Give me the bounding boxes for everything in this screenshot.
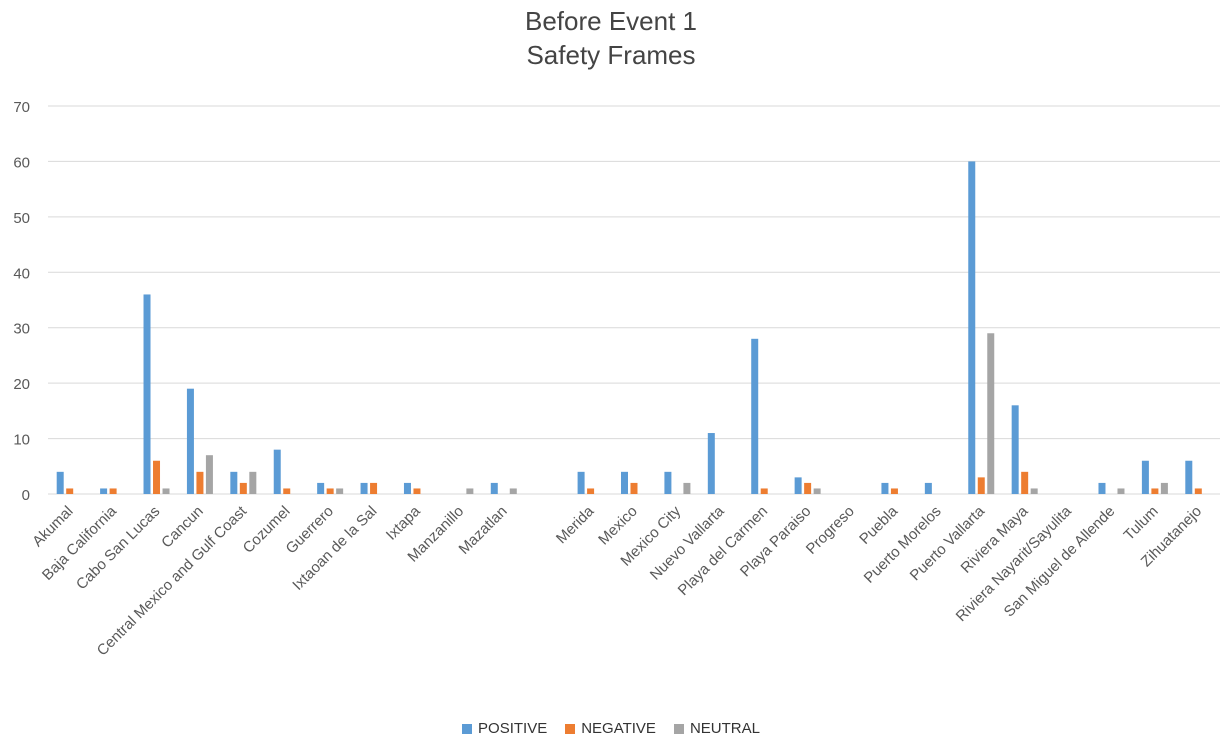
bars xyxy=(56,161,1202,494)
bar-negative xyxy=(977,477,985,494)
bar-positive xyxy=(186,388,194,494)
bar-neutral xyxy=(205,455,213,494)
legend-label-positive: POSITIVE xyxy=(478,720,548,737)
legend-item-negative: NEGATIVE xyxy=(565,720,656,737)
bar-negative xyxy=(66,488,74,494)
x-tick-label: Puerto Morelos xyxy=(861,503,945,587)
bar-negative xyxy=(760,488,768,494)
legend-label-neutral: NEUTRAL xyxy=(689,720,760,737)
bar-negative xyxy=(326,488,334,494)
bar-negative xyxy=(370,482,378,494)
bar-positive xyxy=(881,482,889,494)
bar-positive xyxy=(968,161,976,494)
y-tick-label: 40 xyxy=(13,265,30,282)
bar-neutral xyxy=(336,488,344,494)
x-tick-label: Mazatlan xyxy=(456,503,511,558)
bar-positive xyxy=(794,477,802,494)
y-tick-label: 60 xyxy=(13,154,30,171)
y-tick-label: 70 xyxy=(13,99,30,116)
legend-item-positive: POSITIVE xyxy=(462,720,547,737)
bar-positive xyxy=(707,433,715,494)
chart-title: Before Event 1 xyxy=(525,6,697,36)
bar-neutral xyxy=(987,333,995,494)
y-tick-label: 50 xyxy=(13,210,30,227)
bar-neutral xyxy=(509,488,517,494)
bar-negative xyxy=(890,488,898,494)
bar-positive xyxy=(100,488,108,494)
bar-negative xyxy=(109,488,117,494)
bar-positive xyxy=(1098,482,1106,494)
legend-swatch-positive xyxy=(462,723,473,734)
bar-negative xyxy=(413,488,421,494)
bar-negative xyxy=(1194,488,1202,494)
bar-neutral xyxy=(813,488,821,494)
bar-positive xyxy=(317,482,325,494)
bar-positive xyxy=(1011,405,1019,494)
bar-positive xyxy=(1141,460,1149,494)
x-tick-label: Progreso xyxy=(803,503,858,558)
x-tick-label: Baja California xyxy=(39,502,120,583)
bar-positive xyxy=(924,482,932,494)
bar-neutral xyxy=(249,471,257,494)
y-axis-ticks: 0 10 20 30 40 50 60 70 xyxy=(13,99,30,504)
x-tick-label: Merida xyxy=(553,502,598,547)
bar-negative xyxy=(153,460,161,494)
bar-negative xyxy=(1021,471,1029,494)
bar-positive xyxy=(621,471,628,494)
legend-swatch-negative xyxy=(565,723,576,734)
y-tick-label: 10 xyxy=(13,432,30,449)
bar-positive xyxy=(664,471,672,494)
bar-positive xyxy=(403,482,411,494)
legend-item-neutral: NEUTRAL xyxy=(673,720,760,737)
chart-subtitle: Safety Frames xyxy=(526,40,696,70)
gridlines xyxy=(48,105,1220,495)
x-tick-label: Ixtapa xyxy=(383,502,424,543)
bar-negative xyxy=(283,488,291,494)
x-tick-label: Nuevo Vallarta xyxy=(647,502,728,583)
bar-neutral xyxy=(1160,482,1168,494)
bar-negative xyxy=(587,488,595,494)
bar-positive xyxy=(273,449,281,494)
bar-neutral xyxy=(162,488,170,494)
bar-neutral xyxy=(466,488,474,494)
bar-neutral xyxy=(683,482,691,494)
bar-positive xyxy=(360,482,368,494)
bar-positive xyxy=(1185,460,1193,494)
bar-positive xyxy=(490,482,498,494)
y-tick-label: 20 xyxy=(13,376,30,393)
bar-positive xyxy=(577,471,585,494)
bar-negative xyxy=(196,471,204,494)
bar-positive xyxy=(751,338,759,494)
legend: POSITIVE NEGATIVE NEUTRAL xyxy=(0,720,1222,737)
bar-positive xyxy=(143,294,151,494)
bar-negative xyxy=(1151,488,1159,494)
y-tick-label: 0 xyxy=(22,487,30,504)
bar-negative xyxy=(804,482,812,494)
legend-swatch-neutral xyxy=(673,723,684,734)
bar-neutral xyxy=(1030,488,1038,494)
bar-positive xyxy=(230,471,238,494)
x-tick-label: Puerto Vallarta xyxy=(907,502,989,584)
bar-neutral xyxy=(1117,488,1125,494)
x-tick-label: Tulum xyxy=(1121,503,1162,544)
bar-negative xyxy=(630,482,638,494)
bar-negative xyxy=(239,482,247,494)
y-tick-label: 30 xyxy=(13,321,30,338)
bar-positive xyxy=(56,471,64,494)
legend-label-negative: NEGATIVE xyxy=(581,720,656,737)
